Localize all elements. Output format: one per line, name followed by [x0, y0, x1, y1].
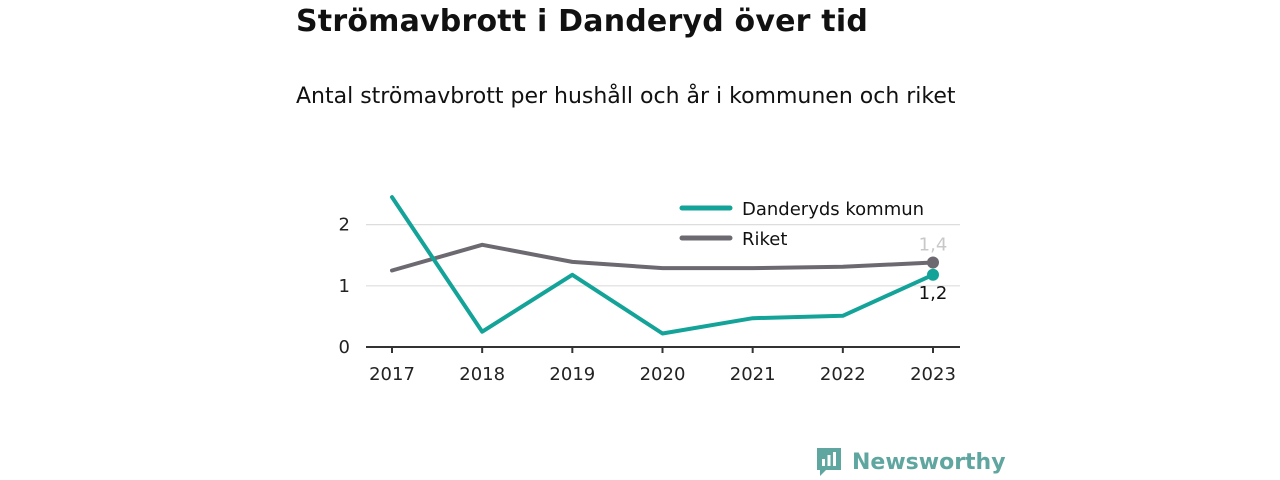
end-label-danderyds-kommun: 1,2 [919, 283, 948, 304]
y-tick-label: 1 [339, 276, 350, 297]
chart-title: Strömavbrott i Danderyd över tid [296, 4, 868, 39]
legend-label: Danderyds kommun [742, 199, 924, 220]
axes: 0 1 2 2017 2018 2019 2020 2021 2022 2023 [339, 215, 960, 385]
x-tick-label: 2020 [640, 364, 686, 385]
x-tick-label: 2018 [459, 364, 505, 385]
x-tick-label: 2017 [369, 364, 415, 385]
end-point-danderyds-kommun [927, 268, 939, 281]
grid-lines [366, 224, 960, 287]
legend: Danderyds kommun Riket [679, 199, 924, 250]
end-label-riket: 1,4 [919, 235, 948, 256]
x-tick-label: 2022 [820, 364, 866, 385]
newsworthy-brand: Newsworthy [816, 446, 1006, 478]
brand-name: Newsworthy [852, 449, 1006, 475]
legend-label: Riket [742, 229, 787, 250]
series-line-riket [390, 242, 935, 273]
series-line-danderyds-kommun [390, 195, 935, 336]
end-point-riket [927, 256, 939, 269]
chart-subtitle: Antal strömavbrott per hushåll och år i … [296, 84, 956, 109]
y-tick-label: 2 [339, 215, 350, 236]
x-tick-label: 2023 [910, 364, 956, 385]
newsworthy-logo-icon [817, 448, 841, 476]
y-tick-label: 0 [339, 337, 350, 358]
x-tick-label: 2021 [730, 364, 776, 385]
series-lines: 1,2 1,4 [390, 195, 948, 336]
x-tick-label: 2019 [549, 364, 595, 385]
